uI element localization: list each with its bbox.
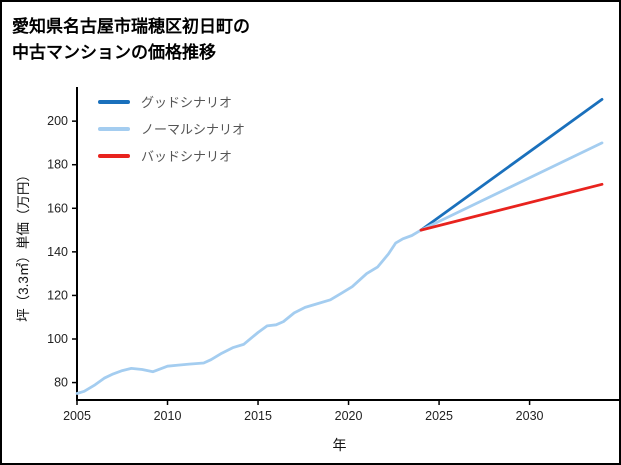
legend-item-good-scenario: グッドシナリオ bbox=[98, 93, 245, 110]
series-line-good-scenario bbox=[419, 97, 604, 232]
legend-line-swatch bbox=[98, 153, 130, 158]
page-title-line-2: 中古マンションの価格推移 bbox=[12, 43, 216, 63]
y-axis-tick-label: 120 bbox=[47, 288, 68, 302]
series-line-normal-scenario bbox=[419, 141, 604, 232]
legend-line-swatch bbox=[98, 99, 130, 104]
y-axis-tick-label: 200 bbox=[47, 114, 68, 128]
series-line-historical bbox=[75, 228, 423, 395]
y-axis-tick-label: 160 bbox=[47, 201, 68, 215]
legend-item-bad-scenario: バッドシナリオ bbox=[98, 147, 245, 164]
legend-label: ノーマルシナリオ bbox=[141, 122, 246, 137]
x-axis-tick-label: 2020 bbox=[335, 409, 363, 423]
plot-area: 2005 2010 2015 2020 2025 2030 80 100 120 140 160 18… bbox=[2, 87, 619, 463]
legend-label: グッドシナリオ bbox=[141, 95, 233, 110]
y-axis-label: 坪（3.3㎡）単価（万円） bbox=[16, 168, 31, 322]
legend-item-normal-scenario: ノーマルシナリオ bbox=[98, 120, 245, 137]
x-axis-tick-label: 2025 bbox=[425, 409, 453, 423]
y-axis-tick-label: 100 bbox=[47, 332, 68, 346]
line-chart: 2005 2010 2015 2020 2025 2030 80 100 120 140 160 18… bbox=[47, 87, 619, 423]
legend-label: バッドシナリオ bbox=[141, 149, 233, 164]
series-line-bad-scenario bbox=[419, 182, 604, 232]
y-axis-tick-label: 80 bbox=[54, 376, 68, 390]
page-title: 愛知県名古屋市瑞穂区初日町の 中古マンションの価格推移 bbox=[2, 2, 619, 87]
x-axis-tick-label: 2010 bbox=[154, 409, 182, 423]
legend: グッドシナリオ ノーマルシナリオ バッドシナリオ bbox=[98, 93, 245, 174]
x-axis-tick-label: 2015 bbox=[244, 409, 272, 423]
x-axis-tick-label: 2005 bbox=[63, 409, 91, 423]
y-axis-tick-label: 180 bbox=[47, 158, 68, 172]
x-axis-label: 年 bbox=[332, 437, 347, 453]
page-title-line-1: 愛知県名古屋市瑞穂区初日町の bbox=[12, 17, 250, 36]
y-axis-tick-label: 140 bbox=[47, 245, 68, 259]
x-axis-tick-label: 2030 bbox=[516, 409, 544, 423]
legend-line-swatch bbox=[98, 126, 130, 131]
